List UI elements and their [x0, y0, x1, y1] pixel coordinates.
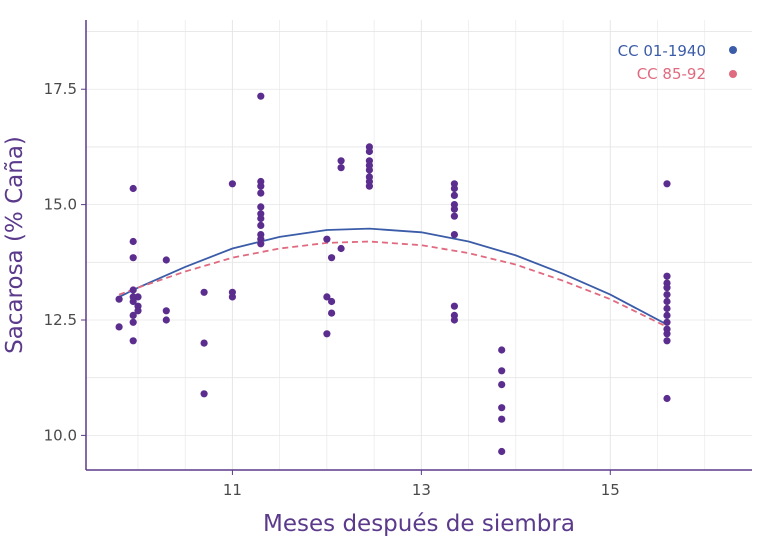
legend-marker-cc-01-1940 [729, 46, 737, 54]
data-point [228, 180, 236, 188]
data-point [663, 330, 671, 338]
data-point [134, 307, 142, 315]
data-point [162, 256, 170, 264]
data-points [115, 92, 671, 456]
data-point [498, 367, 506, 375]
data-point [337, 244, 345, 253]
data-point [129, 311, 137, 319]
data-point [498, 381, 506, 389]
x-tick-label: 11 [223, 481, 242, 499]
legend-marker-cc-85-92 [729, 70, 737, 78]
data-point [450, 302, 458, 310]
x-tick-label: 13 [412, 481, 431, 499]
data-point [115, 295, 123, 303]
legend-label-cc-85-92: CC 85-92 [637, 65, 706, 83]
data-point [257, 221, 265, 229]
data-point [663, 180, 671, 188]
data-point [134, 293, 142, 301]
data-point [228, 293, 236, 301]
data-point [257, 182, 265, 190]
grid [86, 20, 752, 470]
data-point [129, 297, 137, 306]
data-point [323, 293, 331, 301]
data-point [450, 231, 458, 239]
data-point [450, 184, 458, 193]
data-point [498, 346, 506, 354]
y-tick-label: 15.0 [44, 196, 77, 214]
data-point [129, 184, 137, 193]
data-point [663, 394, 671, 403]
y-axis-title: Sacarosa (% Caña) [2, 136, 28, 354]
data-point [200, 390, 208, 398]
tick-labels: 11 13 15 10.0 12.5 15.0 17.5 [44, 80, 620, 499]
data-point [115, 323, 123, 331]
data-point [337, 157, 345, 165]
y-tick-label: 17.5 [44, 80, 77, 98]
data-point [365, 147, 373, 156]
data-point [450, 316, 458, 324]
data-point [129, 318, 137, 326]
data-point [498, 447, 506, 456]
data-point [257, 240, 265, 248]
data-point [323, 235, 331, 243]
data-point [663, 337, 671, 345]
data-point [498, 415, 506, 423]
data-point [200, 288, 208, 296]
data-point [129, 337, 137, 345]
fit-line-cc-01-1940 [118, 227, 668, 326]
data-point [257, 189, 265, 197]
data-point [328, 297, 336, 306]
data-point [663, 318, 671, 326]
data-point [323, 330, 331, 338]
data-point [162, 316, 170, 324]
data-point [129, 286, 137, 294]
data-point [498, 404, 506, 412]
fit-line-cc-85-92 [118, 240, 668, 328]
data-point [365, 182, 373, 190]
data-point [663, 272, 671, 280]
x-axis-title: Meses después de siembra [263, 511, 575, 537]
data-point [257, 214, 265, 223]
fit-curves [118, 227, 668, 328]
data-point [663, 311, 671, 319]
data-point [337, 164, 345, 172]
data-point [162, 307, 170, 315]
data-point [663, 297, 671, 306]
data-point [257, 203, 265, 211]
data-point [328, 309, 336, 317]
data-point [328, 254, 336, 262]
legend-label-cc-01-1940: CC 01-1940 [618, 42, 706, 60]
x-tick-label: 15 [601, 481, 620, 499]
data-point [450, 212, 458, 220]
data-point [129, 254, 137, 262]
data-point [450, 205, 458, 213]
data-point [450, 191, 458, 199]
data-point [663, 284, 671, 292]
legend: CC 01-1940 CC 85-92 [618, 42, 737, 83]
y-tick-label: 10.0 [44, 426, 77, 444]
data-point [663, 304, 671, 313]
data-point [663, 291, 671, 299]
data-point [257, 92, 265, 100]
y-tick-label: 12.5 [44, 311, 77, 329]
data-point [129, 237, 137, 246]
data-point [365, 166, 373, 174]
axes [85, 20, 752, 471]
data-point [200, 339, 208, 347]
